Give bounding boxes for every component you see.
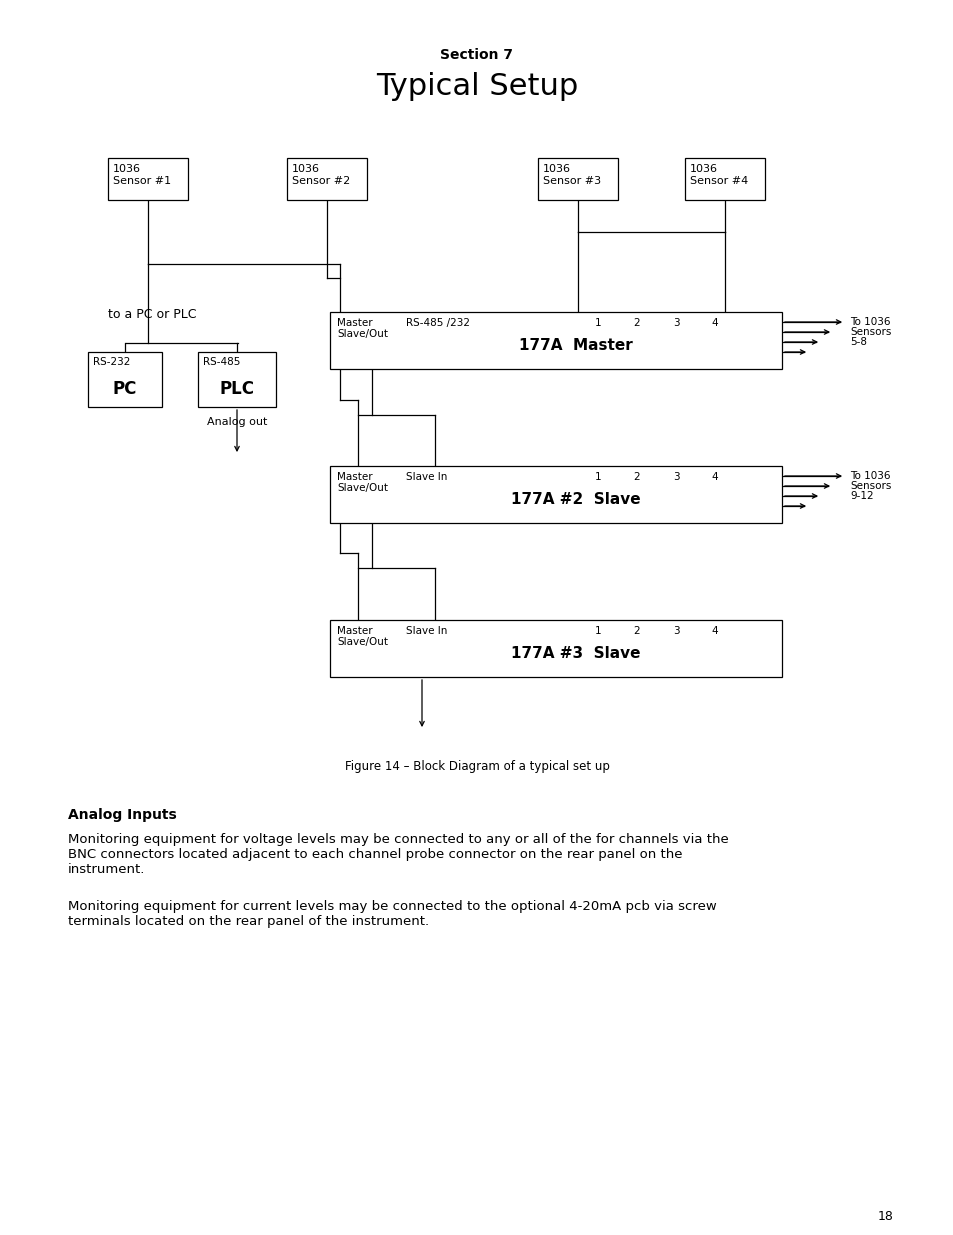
Text: 3: 3 <box>672 626 679 636</box>
Text: 1036: 1036 <box>292 164 319 174</box>
Text: Slave In: Slave In <box>406 626 447 636</box>
Bar <box>537 158 618 200</box>
Text: Monitoring equipment for voltage levels may be connected to any or all of the fo: Monitoring equipment for voltage levels … <box>68 832 728 876</box>
Text: Sensors: Sensors <box>849 480 890 492</box>
Text: 9-12: 9-12 <box>849 492 873 501</box>
Text: 1036: 1036 <box>689 164 718 174</box>
Text: Analog out: Analog out <box>207 417 267 427</box>
Text: to a PC or PLC: to a PC or PLC <box>108 308 196 321</box>
Text: Sensors: Sensors <box>849 327 890 337</box>
Text: To 1036: To 1036 <box>849 471 889 480</box>
Text: 5-8: 5-8 <box>849 337 866 347</box>
Text: 1036: 1036 <box>542 164 571 174</box>
Text: Master: Master <box>336 626 373 636</box>
Text: Sensor #1: Sensor #1 <box>112 177 171 186</box>
Text: Section 7: Section 7 <box>440 48 513 62</box>
Text: PLC: PLC <box>219 380 254 398</box>
Bar <box>287 158 367 200</box>
Text: 177A  Master: 177A Master <box>518 337 632 352</box>
Bar <box>108 158 188 200</box>
Text: PC: PC <box>112 380 137 398</box>
Text: 177A #3  Slave: 177A #3 Slave <box>511 646 640 661</box>
Text: 2: 2 <box>633 472 639 482</box>
Text: Master: Master <box>336 472 373 482</box>
Text: Analog Inputs: Analog Inputs <box>68 808 176 823</box>
Text: 2: 2 <box>633 317 639 329</box>
Text: 4: 4 <box>711 626 718 636</box>
Text: Slave/Out: Slave/Out <box>336 483 388 493</box>
Text: Sensor #2: Sensor #2 <box>292 177 350 186</box>
Text: Master: Master <box>336 317 373 329</box>
Text: Sensor #4: Sensor #4 <box>689 177 747 186</box>
Text: Slave/Out: Slave/Out <box>336 637 388 647</box>
Text: 4: 4 <box>711 317 718 329</box>
Text: 1: 1 <box>594 472 600 482</box>
Bar <box>330 466 781 522</box>
Text: RS-232: RS-232 <box>92 357 131 367</box>
Text: 1: 1 <box>594 317 600 329</box>
Bar <box>330 312 781 369</box>
Text: 4: 4 <box>711 472 718 482</box>
Bar <box>330 620 781 677</box>
Text: Sensor #3: Sensor #3 <box>542 177 600 186</box>
Text: Slave/Out: Slave/Out <box>336 329 388 338</box>
Text: 2: 2 <box>633 626 639 636</box>
Bar <box>198 352 275 408</box>
Text: RS-485 /232: RS-485 /232 <box>406 317 470 329</box>
Text: 3: 3 <box>672 472 679 482</box>
Text: To 1036: To 1036 <box>849 317 889 327</box>
Text: Monitoring equipment for current levels may be connected to the optional 4-20mA : Monitoring equipment for current levels … <box>68 900 716 927</box>
Text: Figure 14 – Block Diagram of a typical set up: Figure 14 – Block Diagram of a typical s… <box>344 760 609 773</box>
Text: 177A #2  Slave: 177A #2 Slave <box>511 492 640 506</box>
Text: 1: 1 <box>594 626 600 636</box>
Text: Slave In: Slave In <box>406 472 447 482</box>
Bar <box>684 158 764 200</box>
Text: 18: 18 <box>877 1210 893 1223</box>
Text: RS-485: RS-485 <box>203 357 240 367</box>
Text: 3: 3 <box>672 317 679 329</box>
Text: Typical Setup: Typical Setup <box>375 72 578 101</box>
Bar <box>88 352 162 408</box>
Text: 1036: 1036 <box>112 164 141 174</box>
